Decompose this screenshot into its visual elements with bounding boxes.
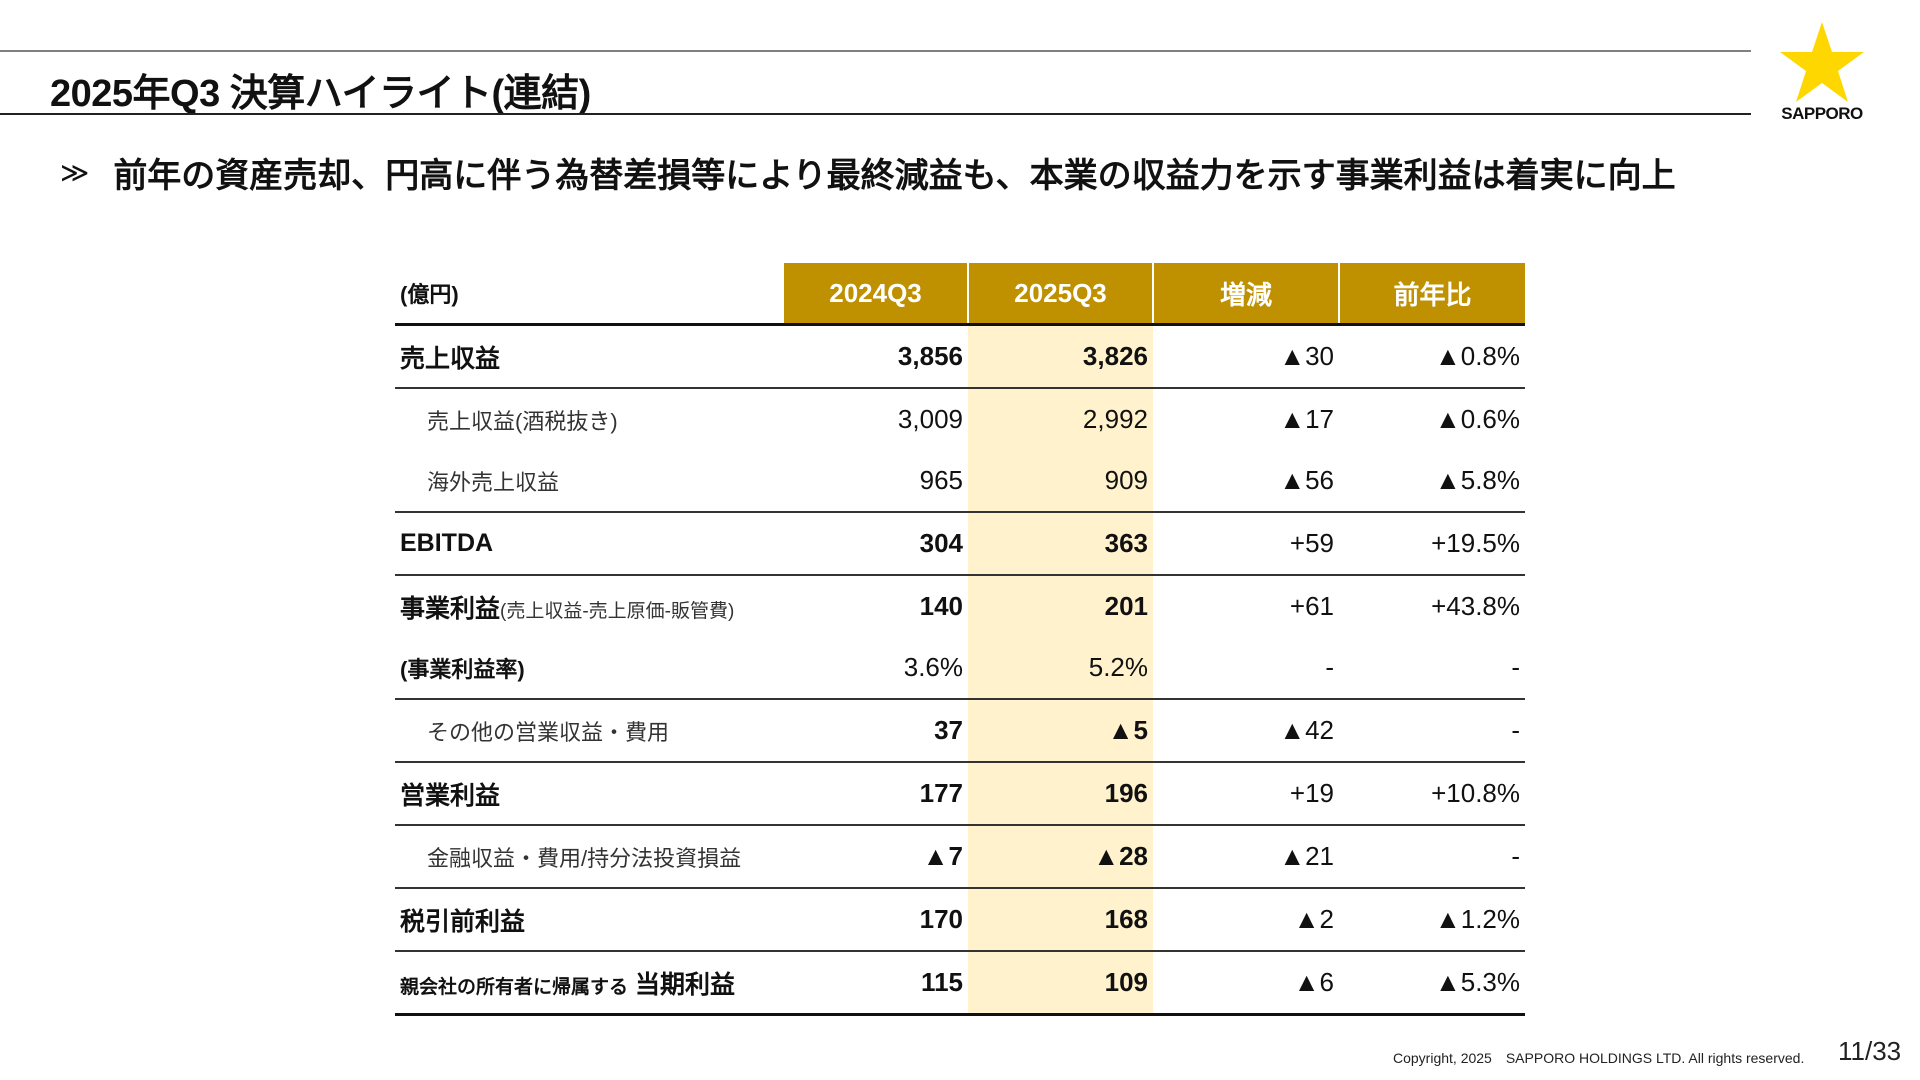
cell: ▲17 <box>1279 404 1334 434</box>
sapporo-logo: SAPPORO <box>1772 22 1872 124</box>
cell: +59 <box>1289 528 1334 558</box>
table-row: 営業利益 177 196 +19 +10.8% <box>395 762 1525 825</box>
cell: 37 <box>934 715 963 745</box>
cell: 170 <box>919 904 963 934</box>
cell: 3.6% <box>903 652 963 682</box>
row-label-main: 事業利益 <box>400 594 501 623</box>
cell: 109 <box>968 951 1153 1015</box>
table-row: 売上収益(酒税抜き) 3,009 2,992 ▲17 ▲0.6% <box>395 388 1525 450</box>
cell: - <box>1325 652 1334 682</box>
cell: 304 <box>919 528 963 558</box>
logo-text: SAPPORO <box>1781 104 1863 123</box>
row-label-prefix: 親会社の所有者に帰属する <box>400 976 629 998</box>
cell: ▲30 <box>1279 341 1334 371</box>
cell: ▲5.3% <box>1435 967 1520 997</box>
cell: 5.2% <box>968 637 1153 699</box>
financial-highlights-table: (億円) 2024Q3 2025Q3 増減 前年比 売上収益 3,856 3,8… <box>395 263 1525 1016</box>
table-row: 税引前利益 170 168 ▲2 ▲1.2% <box>395 888 1525 951</box>
row-label: EBITDA <box>400 529 494 557</box>
cell: 140 <box>919 591 963 621</box>
table-row: 売上収益 3,856 3,826 ▲30 ▲0.8% <box>395 324 1525 388</box>
key-message: ≫ 前年の資産売却、円高に伴う為替差損等により最終減益も、本業の収益力を示す事業… <box>60 148 1676 197</box>
cell: ▲0.8% <box>1435 341 1520 371</box>
cell: 177 <box>919 778 963 808</box>
row-label-main: 当期利益 <box>634 970 735 999</box>
cell: ▲5 <box>968 699 1153 762</box>
title-divider <box>0 113 1751 115</box>
double-chevron-icon: ≫ <box>60 157 90 188</box>
page-number: 11/33 <box>1838 1036 1902 1066</box>
column-header: 前年比 <box>1338 263 1525 325</box>
cell: +10.8% <box>1431 778 1520 808</box>
row-label: 売上収益 <box>400 344 501 373</box>
row-label: 金融収益・費用/持分法投資損益 <box>427 845 742 871</box>
cell: 2,992 <box>968 388 1153 450</box>
column-header: 2024Q3 <box>782 263 968 325</box>
top-divider <box>0 50 1751 52</box>
cell: 909 <box>968 450 1153 512</box>
cell: - <box>1511 715 1520 745</box>
row-label: 親会社の所有者に帰属する 当期利益 <box>395 951 783 1015</box>
row-label: 事業利益(売上収益-売上原価-販管費) <box>395 575 783 637</box>
cell: - <box>1511 841 1520 871</box>
row-label: 海外売上収益 <box>427 469 560 495</box>
cell: 3,856 <box>897 341 963 371</box>
row-label: 売上収益(酒税抜き) <box>427 408 618 434</box>
cell: ▲1.2% <box>1435 904 1520 934</box>
table-row: EBITDA 304 363 +59 +19.5% <box>395 512 1525 575</box>
cell: 363 <box>968 512 1153 575</box>
row-label: 営業利益 <box>400 781 501 810</box>
table-row: 金融収益・費用/持分法投資損益 ▲7 ▲28 ▲21 - <box>395 825 1525 888</box>
cell: ▲42 <box>1279 715 1334 745</box>
row-label: 税引前利益 <box>400 907 526 936</box>
cell: +43.8% <box>1431 591 1520 621</box>
cell: ▲21 <box>1279 841 1334 871</box>
column-header: 増減 <box>1152 263 1339 325</box>
cell: ▲56 <box>1279 465 1334 495</box>
table-row: 親会社の所有者に帰属する 当期利益 115 109 ▲6 ▲5.3% <box>395 951 1525 1015</box>
cell: - <box>1511 652 1520 682</box>
cell: ▲5.8% <box>1435 465 1520 495</box>
cell: ▲7 <box>922 841 963 871</box>
cell: 168 <box>968 888 1153 951</box>
cell: +19.5% <box>1431 528 1520 558</box>
row-label: その他の営業収益・費用 <box>427 719 670 745</box>
unit-label: (億円) <box>400 282 459 307</box>
cell: 201 <box>968 575 1153 637</box>
cell: 115 <box>921 967 963 997</box>
table-row: 海外売上収益 965 909 ▲56 ▲5.8% <box>395 450 1525 512</box>
row-label: (事業利益率) <box>400 656 525 682</box>
table-row: (事業利益率) 3.6% 5.2% - - <box>395 637 1525 699</box>
cell: ▲6 <box>1293 967 1334 997</box>
cell: 965 <box>919 465 963 495</box>
table-row: 事業利益(売上収益-売上原価-販管費) 140 201 +61 +43.8% <box>395 575 1525 637</box>
cell: 196 <box>968 762 1153 825</box>
row-label-note: (売上収益-売上原価-販管費) <box>500 600 735 622</box>
table-row: その他の営業収益・費用 37 ▲5 ▲42 - <box>395 699 1525 762</box>
cell: +61 <box>1289 591 1334 621</box>
cell: ▲28 <box>968 825 1153 888</box>
cell: +19 <box>1289 778 1334 808</box>
page-title: 2025年Q3 決算ハイライト(連結) <box>50 73 591 115</box>
cell: 3,826 <box>968 324 1153 388</box>
column-header: 2025Q3 <box>967 263 1153 325</box>
copyright: Copyright, 2025 SAPPORO HOLDINGS LTD. Al… <box>1393 1050 1805 1066</box>
cell: ▲2 <box>1293 904 1334 934</box>
table-header-row: (億円) 2024Q3 2025Q3 増減 前年比 <box>395 263 1525 325</box>
key-message-text: 前年の資産売却、円高に伴う為替差損等により最終減益も、本業の収益力を示す事業利益… <box>113 157 1676 195</box>
cell: 3,009 <box>897 404 963 434</box>
cell: ▲0.6% <box>1435 404 1520 434</box>
star-icon <box>1780 22 1864 102</box>
